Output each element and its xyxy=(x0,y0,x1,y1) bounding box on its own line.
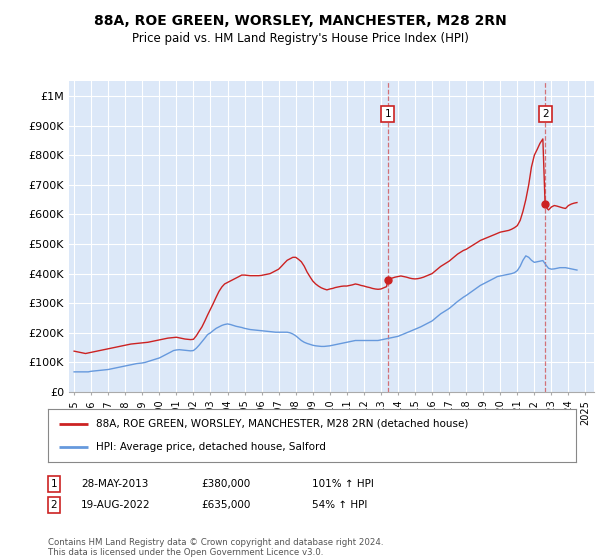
Text: 54% ↑ HPI: 54% ↑ HPI xyxy=(312,500,367,510)
Text: 28-MAY-2013: 28-MAY-2013 xyxy=(81,479,148,489)
Text: 1: 1 xyxy=(50,479,58,489)
Text: £380,000: £380,000 xyxy=(201,479,250,489)
Text: 101% ↑ HPI: 101% ↑ HPI xyxy=(312,479,374,489)
Text: Contains HM Land Registry data © Crown copyright and database right 2024.
This d: Contains HM Land Registry data © Crown c… xyxy=(48,538,383,557)
Text: £635,000: £635,000 xyxy=(201,500,250,510)
Text: 19-AUG-2022: 19-AUG-2022 xyxy=(81,500,151,510)
Text: HPI: Average price, detached house, Salford: HPI: Average price, detached house, Salf… xyxy=(95,442,325,452)
Text: 1: 1 xyxy=(385,109,391,119)
Text: 88A, ROE GREEN, WORSLEY, MANCHESTER, M28 2RN (detached house): 88A, ROE GREEN, WORSLEY, MANCHESTER, M28… xyxy=(95,419,468,429)
Text: 2: 2 xyxy=(50,500,58,510)
Text: 88A, ROE GREEN, WORSLEY, MANCHESTER, M28 2RN: 88A, ROE GREEN, WORSLEY, MANCHESTER, M28… xyxy=(94,14,506,28)
Text: Price paid vs. HM Land Registry's House Price Index (HPI): Price paid vs. HM Land Registry's House … xyxy=(131,32,469,45)
Text: 2: 2 xyxy=(542,109,548,119)
